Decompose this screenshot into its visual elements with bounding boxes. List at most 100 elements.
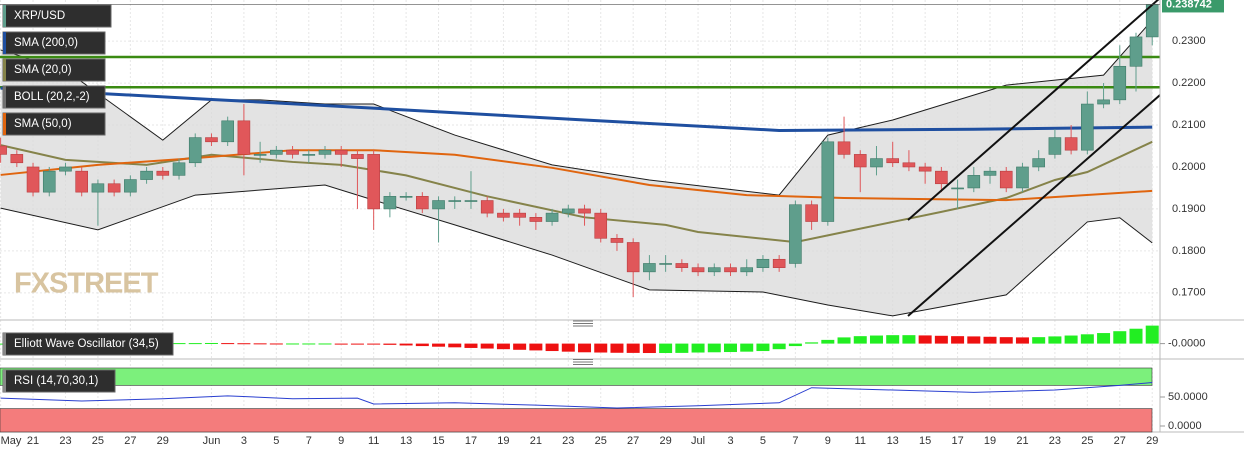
legend-swatch — [3, 333, 6, 355]
y-tick-label: 0.2300 — [1172, 35, 1206, 47]
ewo-panel: -0.0000 Elliott Wave Oscillator (34,5) — [0, 325, 1205, 356]
candle-body — [1032, 158, 1045, 168]
candle-body — [821, 141, 835, 222]
x-tick-label: 13 — [400, 435, 412, 447]
ewo-bar — [837, 337, 851, 344]
ewo-bar — [269, 343, 283, 345]
ewo-bar — [383, 343, 397, 345]
y-tick-label: -0.0000 — [1168, 338, 1205, 350]
y-tick-label: 0.2200 — [1172, 77, 1206, 89]
ewo-bar — [626, 343, 640, 353]
candle-body — [724, 267, 737, 273]
candle-body — [367, 154, 380, 210]
candle-body — [1081, 103, 1094, 151]
candle-body — [837, 141, 851, 155]
ewo-bar — [529, 343, 543, 351]
last-price-box — [1162, 0, 1224, 13]
y-tick-label: 0.2100 — [1172, 119, 1206, 131]
candle-body — [334, 149, 348, 155]
rsi-panel: 50.0000 0.0000 RSI (14,70,30,1) — [0, 367, 1208, 433]
candle-body — [270, 149, 283, 155]
legend-label: SMA (50,0) — [14, 118, 72, 130]
last-price-label: 0.238742 — [1166, 0, 1212, 10]
x-tick-label: 9 — [338, 435, 344, 447]
legend-swatch — [3, 32, 6, 54]
ewo-bar — [886, 335, 900, 344]
x-tick-label: 11 — [855, 435, 866, 447]
legend-swatch — [3, 370, 6, 392]
ewo-bar — [1048, 336, 1062, 344]
ewo-bar — [286, 343, 300, 345]
candle-body — [1113, 65, 1127, 101]
ewo-bar — [934, 335, 948, 344]
indicator-line — [0, 19, 1153, 196]
candle-body — [578, 208, 591, 214]
ewo-bar — [496, 343, 510, 350]
candle-body — [351, 154, 364, 159]
x-tick-label: 27 — [124, 435, 136, 447]
ewo-bar — [221, 343, 235, 345]
overbought-zone — [0, 367, 1153, 386]
candle-body — [707, 267, 721, 273]
x-tick-label: 21 — [27, 435, 39, 447]
x-tick-label: 3 — [727, 435, 733, 447]
ewo-bar — [821, 339, 835, 344]
x-tick-label: Jul — [691, 435, 705, 447]
indicator-line — [0, 382, 1153, 409]
ewo-bar — [756, 343, 770, 352]
ewo-bar — [610, 343, 624, 353]
candle-body — [221, 120, 234, 143]
ewo-bar — [788, 343, 802, 347]
candle-body — [756, 258, 770, 268]
candle-body — [10, 154, 24, 164]
x-tick-label: 5 — [760, 435, 766, 447]
x-tick-label: 27 — [627, 435, 639, 447]
ewo-bar — [675, 343, 689, 353]
candle-body — [318, 149, 332, 155]
y-tick-label: 50.0000 — [1168, 391, 1208, 403]
price-layer — [0, 4, 1160, 298]
legend-swatch — [3, 59, 6, 81]
x-tick-label: 25 — [595, 435, 607, 447]
candle-body — [172, 162, 186, 176]
x-tick-label: 29 — [659, 435, 671, 447]
candle-body — [302, 154, 316, 156]
ewo-bar — [951, 336, 965, 344]
x-tick-label: 15 — [919, 435, 931, 447]
candle-body — [399, 196, 413, 198]
ewo-bar — [1145, 325, 1159, 344]
ewo-bar — [967, 336, 981, 344]
candle-body — [1064, 137, 1078, 151]
candle-body — [26, 166, 40, 193]
candle-body — [237, 120, 251, 155]
candle-body — [902, 162, 916, 168]
x-tick-label: 9 — [825, 435, 831, 447]
ewo-bar — [740, 343, 754, 352]
candle-body — [561, 208, 575, 214]
resize-handle — [573, 320, 593, 365]
ewo-bar — [302, 343, 316, 345]
candle-body — [513, 212, 526, 218]
candle-body — [789, 204, 802, 264]
candle-body — [529, 217, 543, 222]
candle-body — [999, 170, 1013, 189]
x-tick-label: 23 — [562, 435, 574, 447]
x-tick-label: May — [1, 435, 22, 447]
x-tick-label: 13 — [887, 435, 899, 447]
candle-body — [75, 170, 88, 193]
ewo-bar — [253, 343, 267, 345]
ewo-bar — [367, 343, 381, 345]
x-tick-label: 17 — [465, 435, 477, 447]
candle-body — [967, 175, 981, 189]
candle-body — [59, 166, 72, 172]
candle-body — [610, 237, 624, 243]
ewo-bar — [1113, 331, 1127, 344]
legend-label: Elliott Wave Oscillator (34,5) — [14, 338, 159, 350]
candle-body — [740, 267, 754, 273]
indicator-line — [0, 140, 1153, 244]
candle-body — [107, 183, 121, 193]
ewo-bar — [204, 342, 218, 344]
ewo-bar — [853, 336, 867, 344]
